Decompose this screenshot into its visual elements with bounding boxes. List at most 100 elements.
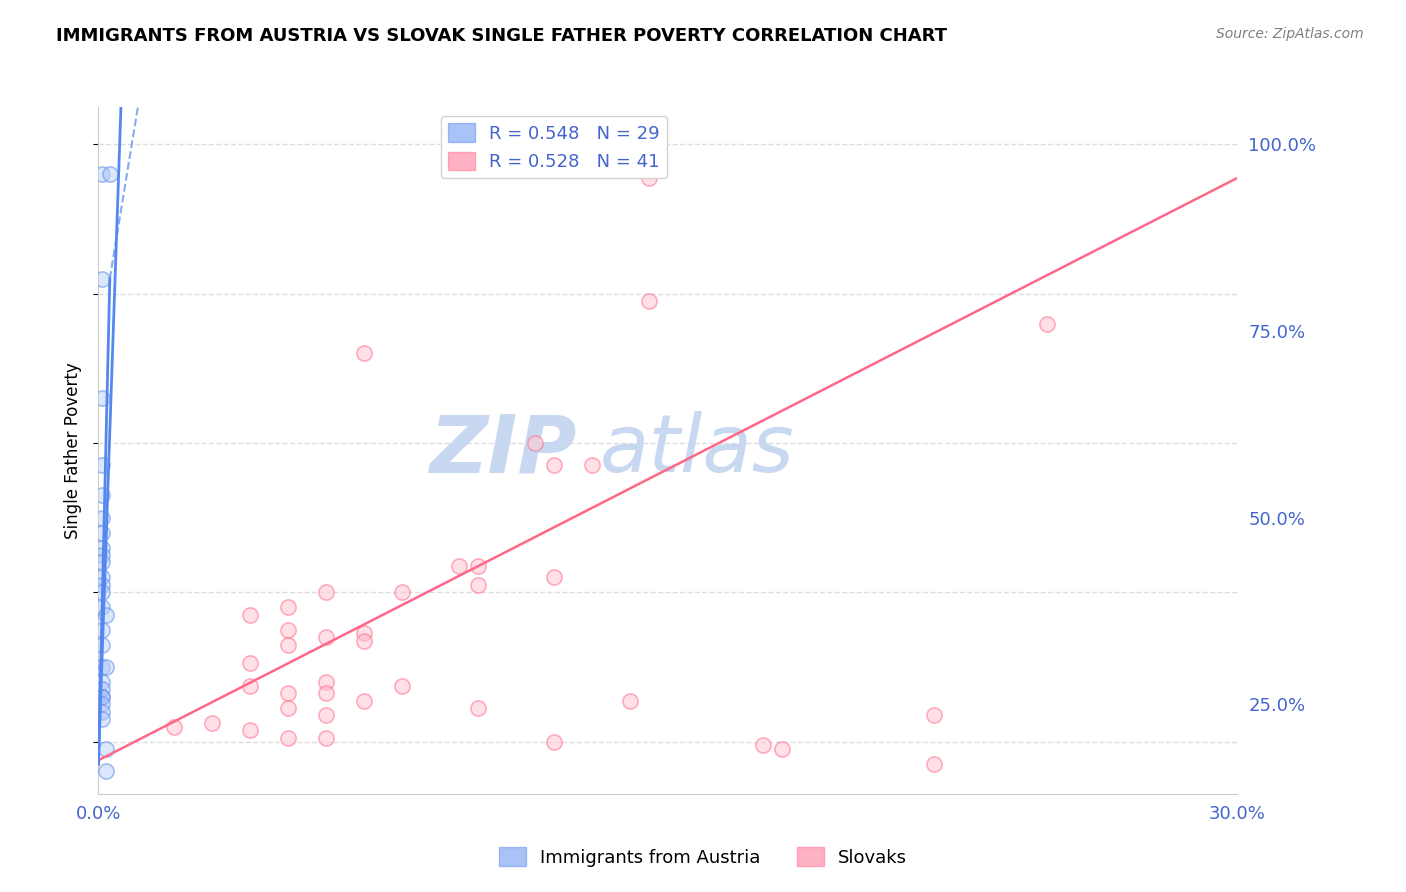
Point	[315, 585, 337, 599]
Point	[91, 600, 114, 615]
Point	[770, 742, 793, 756]
Point	[91, 556, 114, 570]
Point	[315, 585, 337, 599]
Point	[922, 757, 945, 772]
Point	[543, 570, 565, 584]
Point	[91, 167, 114, 181]
Point	[91, 600, 114, 615]
Point	[91, 570, 114, 584]
Point	[91, 578, 114, 592]
Point	[353, 346, 375, 360]
Point	[277, 623, 299, 637]
Point	[201, 715, 224, 730]
Point	[752, 739, 775, 753]
Point	[543, 458, 565, 473]
Point	[163, 720, 186, 734]
Point	[91, 510, 114, 524]
Point	[922, 708, 945, 723]
Point	[524, 436, 547, 450]
Point	[91, 698, 114, 712]
Point	[91, 585, 114, 599]
Point	[524, 436, 547, 450]
Point	[91, 623, 114, 637]
Point	[315, 630, 337, 644]
Point	[91, 660, 114, 674]
Point	[91, 458, 114, 473]
Point	[277, 600, 299, 615]
Point	[163, 720, 186, 734]
Point	[467, 701, 489, 715]
Point	[619, 693, 641, 707]
Point	[91, 690, 114, 704]
Point	[449, 559, 471, 574]
Point	[277, 686, 299, 700]
Point	[94, 607, 117, 622]
Point	[1036, 317, 1059, 331]
Point	[315, 731, 337, 745]
Point	[467, 578, 489, 592]
Point	[91, 167, 114, 181]
Legend: Immigrants from Austria, Slovaks: Immigrants from Austria, Slovaks	[492, 840, 914, 874]
Point	[91, 682, 114, 697]
Point	[91, 488, 114, 502]
Point	[239, 723, 262, 738]
Point	[91, 660, 114, 674]
Point	[353, 693, 375, 707]
Point	[315, 674, 337, 689]
Legend: R = 0.548   N = 29, R = 0.528   N = 41: R = 0.548 N = 29, R = 0.528 N = 41	[440, 116, 668, 178]
Point	[752, 739, 775, 753]
Y-axis label: Single Father Poverty: Single Father Poverty	[65, 362, 83, 539]
Point	[353, 626, 375, 640]
Point	[467, 559, 489, 574]
Point	[91, 585, 114, 599]
Point	[91, 272, 114, 286]
Point	[91, 556, 114, 570]
Point	[770, 742, 793, 756]
Text: atlas: atlas	[599, 411, 794, 490]
Point	[638, 294, 661, 309]
Point	[638, 294, 661, 309]
Point	[922, 708, 945, 723]
Point	[94, 660, 117, 674]
Point	[581, 458, 603, 473]
Point	[98, 167, 121, 181]
Point	[91, 570, 114, 584]
Point	[581, 458, 603, 473]
Point	[239, 679, 262, 693]
Point	[277, 623, 299, 637]
Point	[91, 682, 114, 697]
Point	[277, 701, 299, 715]
Point	[94, 764, 117, 779]
Point	[922, 757, 945, 772]
Point	[91, 674, 114, 689]
Point	[449, 559, 471, 574]
Point	[91, 272, 114, 286]
Point	[391, 679, 413, 693]
Text: Source: ZipAtlas.com: Source: ZipAtlas.com	[1216, 27, 1364, 41]
Point	[91, 578, 114, 592]
Point	[91, 391, 114, 405]
Point	[353, 633, 375, 648]
Point	[91, 623, 114, 637]
Point	[277, 600, 299, 615]
Point	[91, 458, 114, 473]
Point	[98, 167, 121, 181]
Point	[91, 638, 114, 652]
Point	[239, 607, 262, 622]
Point	[619, 693, 641, 707]
Point	[391, 585, 413, 599]
Point	[543, 734, 565, 748]
Point	[91, 690, 114, 704]
Point	[315, 686, 337, 700]
Point	[91, 638, 114, 652]
Point	[239, 657, 262, 671]
Point	[239, 723, 262, 738]
Point	[353, 633, 375, 648]
Point	[94, 607, 117, 622]
Point	[315, 708, 337, 723]
Point	[638, 171, 661, 186]
Point	[239, 607, 262, 622]
Point	[543, 570, 565, 584]
Point	[91, 674, 114, 689]
Point	[91, 488, 114, 502]
